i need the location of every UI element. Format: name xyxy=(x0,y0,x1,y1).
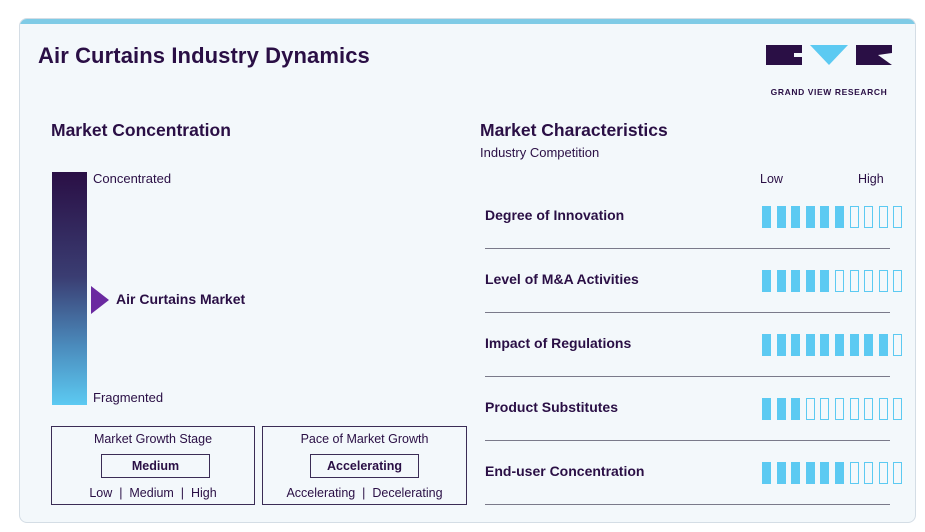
rating-segment-empty xyxy=(864,270,874,292)
characteristic-row: Degree of Innovation xyxy=(485,187,903,251)
rating-segment-empty xyxy=(864,206,874,228)
rating-segment-filled xyxy=(762,398,771,420)
rating-segment-filled xyxy=(820,206,830,228)
rating-segment-filled xyxy=(762,334,771,356)
rating-segment-filled xyxy=(776,206,786,228)
market-growth-stage-box: Market Growth Stage Medium Low | Medium … xyxy=(51,426,255,505)
logo-wordmark: GRAND VIEW RESEARCH xyxy=(770,87,888,97)
characteristic-label: End-user Concentration xyxy=(485,463,645,479)
rating-segment-empty xyxy=(893,334,903,356)
growth-stage-title: Market Growth Stage xyxy=(93,432,213,446)
fragmented-label: Fragmented xyxy=(93,390,164,405)
characteristic-row: Product Substitutes xyxy=(485,379,903,443)
rating-segment-empty xyxy=(849,462,859,484)
characteristic-row: Level of M&A Activities xyxy=(485,251,903,315)
row-divider xyxy=(485,504,890,505)
rating-segment-filled xyxy=(776,398,786,420)
rating-segment-filled xyxy=(835,206,844,228)
rating-segment-filled xyxy=(791,398,801,420)
rating-segment-empty xyxy=(849,270,859,292)
row-divider xyxy=(485,440,890,441)
industry-dynamics-card: Air Curtains Industry Dynamics GRAND VIE… xyxy=(19,18,916,523)
rating-segment-empty xyxy=(893,270,903,292)
rating-segment-filled xyxy=(791,334,801,356)
rating-segment-empty xyxy=(864,398,874,420)
characteristic-row: End-user Concentration xyxy=(485,443,903,507)
page-title: Air Curtains Industry Dynamics xyxy=(38,43,370,68)
grand-view-research-logo: GRAND VIEW RESEARCH xyxy=(766,43,892,103)
concentration-gradient-bar xyxy=(52,172,87,405)
market-characteristics-title: Market Characteristics xyxy=(480,120,668,140)
characteristic-label: Impact of Regulations xyxy=(485,335,632,351)
growth-pace-value: Accelerating xyxy=(310,454,419,478)
rating-segment-empty xyxy=(835,270,844,292)
rating-segment-filled xyxy=(776,270,786,292)
rating-segment-filled xyxy=(762,462,771,484)
rating-segment-filled xyxy=(820,462,830,484)
industry-competition-subtitle: Industry Competition xyxy=(480,145,600,160)
rating-segment-empty xyxy=(820,398,830,420)
rating-segment-empty xyxy=(893,206,903,228)
concentrated-label: Concentrated xyxy=(93,171,172,186)
characteristic-row: Impact of Regulations xyxy=(485,315,903,379)
market-concentration-title: Market Concentration xyxy=(51,120,231,140)
rating-segment-empty xyxy=(893,462,903,484)
gvr-logo-mark xyxy=(766,45,892,65)
rating-segment-empty xyxy=(878,398,888,420)
growth-pace-title: Pace of Market Growth xyxy=(300,432,429,446)
rating-segment-filled xyxy=(805,462,815,484)
rating-segment-filled xyxy=(776,334,786,356)
growth-stage-value: Medium xyxy=(101,454,210,478)
air-curtains-market-label: Air Curtains Market xyxy=(116,291,246,307)
rating-segment-empty xyxy=(878,206,888,228)
growth-stage-options: Low | Medium | High xyxy=(89,486,217,500)
rating-segment-filled xyxy=(762,206,771,228)
growth-pace-options: Accelerating | Decelerating xyxy=(286,486,443,500)
rating-segment-filled xyxy=(864,334,874,356)
rating-segment-filled xyxy=(878,334,888,356)
rating-segment-filled xyxy=(805,270,815,292)
rating-segment-filled xyxy=(820,334,830,356)
card-top-accent xyxy=(20,19,915,24)
rating-segment-filled xyxy=(849,334,859,356)
rating-segment-empty xyxy=(849,206,859,228)
rating-segment-empty xyxy=(849,398,859,420)
rating-segment-empty xyxy=(878,462,888,484)
market-pointer-icon xyxy=(91,286,109,314)
characteristic-label: Degree of Innovation xyxy=(485,207,625,223)
rating-segment-empty xyxy=(878,270,888,292)
rating-segment-filled xyxy=(805,206,815,228)
rating-segment-filled xyxy=(791,206,801,228)
rating-segment-empty xyxy=(835,398,844,420)
rating-low-label: Low xyxy=(760,172,783,186)
rating-segment-filled xyxy=(791,462,801,484)
rating-segment-filled xyxy=(791,270,801,292)
rating-segment-filled xyxy=(776,462,786,484)
row-divider xyxy=(485,248,890,249)
rating-segment-filled xyxy=(835,462,844,484)
rating-segment-filled xyxy=(762,270,771,292)
row-divider xyxy=(485,376,890,377)
rating-segment-empty xyxy=(805,398,815,420)
row-divider xyxy=(485,312,890,313)
rating-segment-empty xyxy=(864,462,874,484)
rating-segment-filled xyxy=(805,334,815,356)
rating-segment-empty xyxy=(893,398,903,420)
pace-of-growth-box: Pace of Market Growth Accelerating Accel… xyxy=(262,426,467,505)
characteristic-label: Level of M&A Activities xyxy=(485,271,639,287)
rating-segment-filled xyxy=(835,334,844,356)
characteristic-label: Product Substitutes xyxy=(485,399,619,415)
rating-high-label: High xyxy=(858,172,884,186)
rating-segment-filled xyxy=(820,270,830,292)
